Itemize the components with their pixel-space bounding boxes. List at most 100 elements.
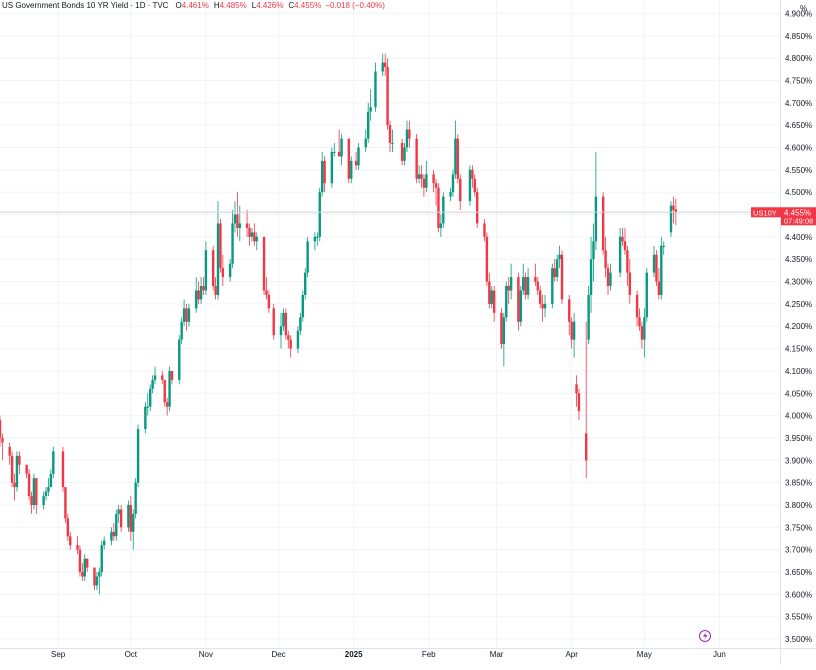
y-tick-label: 3.800% [785,501,812,510]
candle [195,277,198,313]
candle-body [296,330,300,349]
low-prefix: L [251,1,257,10]
candle-body [553,268,556,278]
candle [502,312,506,367]
unit-label[interactable]: % [800,4,807,13]
candle [233,201,237,233]
candle [628,259,632,304]
candle [381,53,384,76]
candle [519,286,523,327]
candle-body [13,482,16,488]
candle [451,169,455,197]
candle-body [306,241,309,273]
candle [44,487,48,501]
candle [136,424,140,488]
candle [476,187,479,228]
candle-body [568,299,571,322]
candle-body [572,321,576,340]
candle-body [587,294,590,340]
candle-body [320,160,324,193]
candle [354,151,358,170]
y-tick-label: 4.500% [785,188,812,197]
y-tick-label: 4.200% [785,322,812,331]
candle [442,192,445,228]
candle [417,165,421,184]
x-tick-label: Dec [271,650,285,659]
candle-body [66,518,70,537]
candle-body [437,187,440,228]
candle-body [381,62,384,72]
candle [18,451,21,474]
candle-body [304,272,307,295]
candle-body [219,223,222,269]
y-tick-label: 3.600% [785,590,812,599]
candle [333,143,336,157]
candle-body [180,321,183,340]
candle-body [500,312,503,345]
x-tick-label: Sep [51,650,66,659]
candle [505,281,508,322]
candle [204,241,208,295]
candle-body [524,277,527,295]
candle [238,205,242,242]
candle-body [476,192,479,224]
candle [231,210,234,269]
candle [144,402,147,434]
lightning-icon[interactable] [699,630,711,642]
candle [388,120,392,152]
candle [601,192,605,255]
symbol-tag[interactable] [751,207,781,218]
candle [638,308,641,331]
candle-body [628,272,632,295]
candle [357,143,360,170]
candle-body [425,174,428,188]
candle [306,236,309,278]
candle [400,138,404,166]
candle-body [262,236,266,291]
candle-body [541,303,544,309]
candle [449,187,452,202]
candle-body [52,451,55,474]
candle [272,303,275,340]
candle-body [253,232,256,242]
change-value: −0.018 (−0.40%) [325,1,385,10]
candle-body [214,286,217,295]
candle-body [250,232,254,237]
candle [78,545,82,577]
candle [330,147,334,188]
candle-body [228,263,232,278]
candle-body [643,317,646,340]
candle-body [93,567,96,586]
candle-body [15,455,19,488]
candle [551,263,554,309]
candle [165,397,169,416]
candle [340,134,343,166]
candle-body [662,245,665,247]
symbol-legend: US Government Bonds 10 YR Yield · 1D · T… [2,1,385,10]
candle-body [357,147,360,166]
candle-body [609,272,612,287]
candle-body [626,250,629,273]
candle-body [8,446,11,456]
candle [592,223,595,282]
candle [594,151,598,251]
candle-body [400,143,404,161]
candle [134,478,137,519]
candle [422,174,426,197]
candle-body [672,205,675,211]
candle [558,245,561,269]
candle [568,294,571,336]
high-prefix: H [213,1,220,10]
x-tick-label: 2025 [345,650,363,659]
candle-body [233,214,237,224]
candle-body [420,174,423,179]
candle-body [347,138,351,179]
candle-body [340,138,343,157]
candle-body [170,370,174,380]
symbol-title[interactable]: US Government Bonds 10 YR Yield · 1D · T… [2,1,169,10]
candle [337,129,341,157]
candle-body [330,151,334,184]
candle [216,201,220,300]
